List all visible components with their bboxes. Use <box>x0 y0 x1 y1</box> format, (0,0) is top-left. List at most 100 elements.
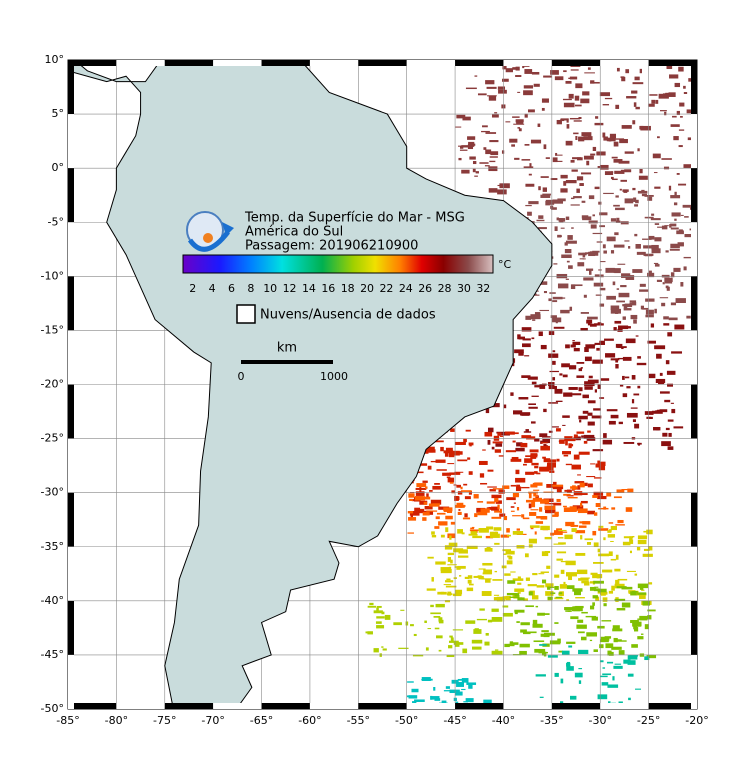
sst-patch <box>534 648 546 653</box>
sst-patch <box>516 621 520 623</box>
sst-patch <box>483 699 492 704</box>
scale-bar <box>241 360 333 364</box>
sst-patch <box>407 532 414 534</box>
sst-patch <box>600 274 604 278</box>
sst-patch <box>550 592 556 595</box>
sst-patch <box>603 192 614 195</box>
sst-patch <box>468 471 473 475</box>
sst-patch <box>462 517 471 520</box>
sst-patch <box>547 655 558 658</box>
sst-patch <box>367 605 377 608</box>
sst-patch <box>644 194 654 197</box>
sst-patch <box>590 153 596 156</box>
sst-patch <box>635 106 640 110</box>
frame-tick <box>358 703 407 709</box>
sst-patch <box>575 552 586 556</box>
sst-patch <box>515 75 522 77</box>
sst-patch <box>672 115 677 118</box>
scale-start: 0 <box>238 370 245 383</box>
sst-patch <box>555 596 563 598</box>
sst-patch <box>376 625 385 629</box>
sst-patch <box>613 665 623 669</box>
sst-patch <box>613 141 619 147</box>
sst-patch <box>491 516 502 519</box>
sst-patch <box>448 542 458 548</box>
sst-patch <box>537 123 541 127</box>
sst-patch <box>502 605 509 608</box>
frame-tick <box>116 60 165 66</box>
sst-patch <box>408 695 418 699</box>
sst-patch <box>518 128 522 132</box>
sst-patch <box>502 64 507 70</box>
sst-patch <box>645 298 655 302</box>
sst-patch <box>534 499 537 502</box>
sst-patch <box>524 69 533 74</box>
sst-patch <box>485 149 492 155</box>
sst-patch <box>664 280 673 284</box>
sst-patch <box>450 637 454 643</box>
sst-patch <box>540 194 551 198</box>
sst-patch <box>438 619 444 624</box>
lon-label: -50° <box>395 714 418 727</box>
frame-tick <box>68 60 117 66</box>
sst-patch <box>431 531 435 535</box>
sst-patch <box>706 291 712 294</box>
sst-patch <box>552 377 556 381</box>
sst-patch <box>582 410 589 414</box>
sst-patch <box>445 527 449 533</box>
sst-patch <box>528 503 532 509</box>
sst-patch <box>633 393 640 396</box>
sst-patch <box>643 548 650 551</box>
sst-patch <box>704 235 712 239</box>
sst-patch <box>603 603 607 607</box>
sst-patch <box>516 442 523 447</box>
sst-patch <box>629 536 633 541</box>
sst-patch <box>487 486 497 488</box>
sst-patch <box>535 521 544 524</box>
sst-patch <box>661 158 672 160</box>
sst-patch <box>530 509 539 511</box>
sst-patch <box>569 506 577 512</box>
sst-patch <box>579 493 588 496</box>
sst-patch <box>648 235 655 240</box>
sst-patch <box>517 592 521 594</box>
sst-patch <box>608 139 612 142</box>
sst-patch <box>647 196 653 201</box>
sst-patch <box>540 445 550 451</box>
sst-patch <box>447 552 455 556</box>
sst-patch <box>503 515 508 521</box>
sst-patch <box>605 267 615 273</box>
sst-patch <box>464 576 470 579</box>
sst-patch <box>544 536 552 540</box>
sst-patch <box>544 632 555 636</box>
sst-patch <box>435 516 440 520</box>
sst-patch <box>570 616 579 620</box>
sst-patch <box>549 292 556 294</box>
sst-patch <box>644 624 649 630</box>
sst-patch <box>376 616 385 619</box>
sst-patch <box>489 160 496 163</box>
sst-patch <box>477 501 484 503</box>
sst-patch <box>635 335 639 337</box>
sst-patch <box>487 427 494 433</box>
sst-patch <box>512 67 518 70</box>
sst-patch <box>599 287 606 291</box>
sst-patch <box>552 360 556 365</box>
sst-patch <box>512 492 519 498</box>
sst-patch <box>587 323 591 326</box>
sst-patch <box>521 375 531 378</box>
sst-patch <box>679 102 685 107</box>
sst-patch <box>614 268 621 274</box>
sst-patch <box>598 507 609 510</box>
sst-patch <box>445 686 450 689</box>
sst-patch <box>665 427 670 431</box>
sst-patch <box>524 113 528 118</box>
sst-patch <box>594 342 605 345</box>
sst-patch <box>670 124 680 127</box>
sst-patch <box>586 542 592 545</box>
sst-patch <box>584 482 588 487</box>
sst-patch <box>684 216 689 218</box>
sst-patch <box>606 295 616 300</box>
sst-patch <box>602 244 606 249</box>
sst-patch <box>680 282 684 287</box>
